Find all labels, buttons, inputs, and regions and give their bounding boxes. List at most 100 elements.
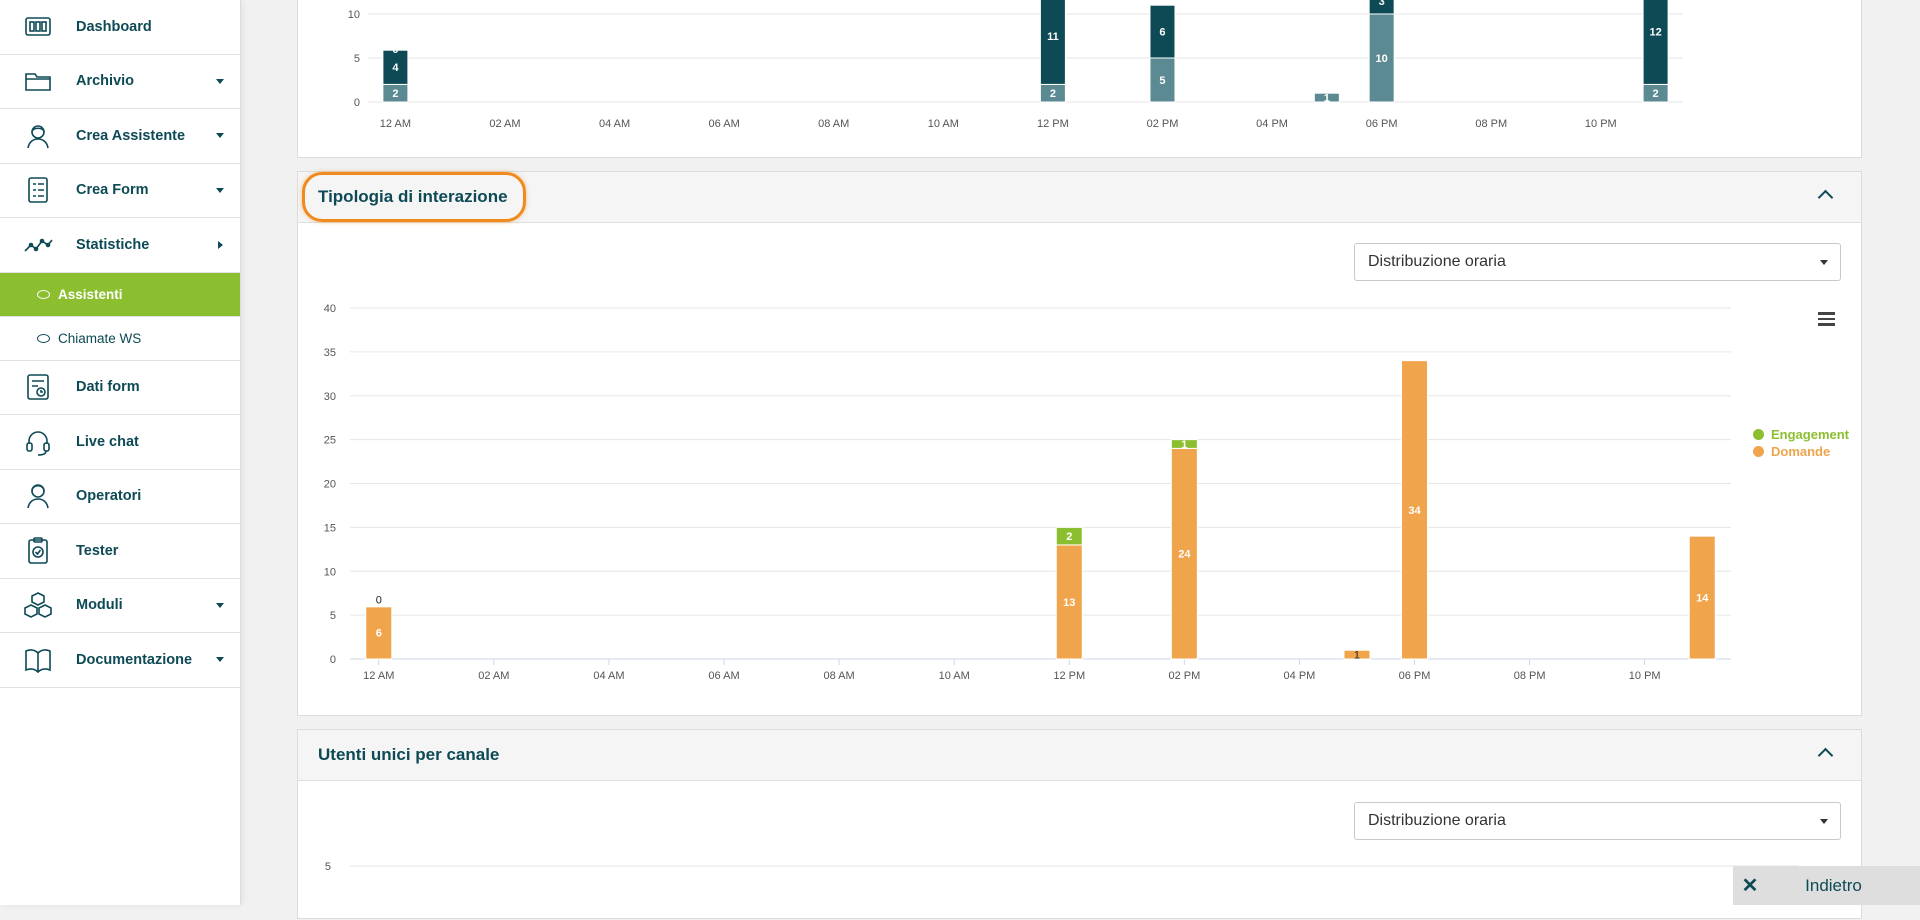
back-label: Indietro [1805,875,1862,895]
x-tick-label: 12 AM [363,670,394,682]
panel-top-chart: 0 5 10 12 AM 02 AM 04 AM 06 AM 08 AM 10 AM 12 PM 0… [297,0,1862,158]
caret-down-icon [216,602,224,608]
bar-value-label: 14 [1696,593,1709,605]
x-tick-label: 12 AM [380,118,411,130]
legend-item-domande[interactable]: Domande [1753,444,1830,459]
sidebar-item-dashboard[interactable]: Dashboard [0,0,240,55]
modules-icon [0,589,76,621]
x-tick-label: 08 PM [1475,118,1507,130]
sidebar-item-archivio[interactable]: Archivio [0,55,240,109]
chart-menu-icon[interactable] [1818,309,1835,329]
dashboard-icon [0,11,76,43]
bar-value-label: 3 [1379,0,1385,8]
bar-domande [1170,447,1198,660]
sidebar-item-moduli[interactable]: Moduli [0,579,240,633]
x-tick-label: 04 PM [1284,670,1316,682]
y-tick-label: 5 [354,53,360,65]
x-tick-label: 10 PM [1629,670,1661,682]
panel-header[interactable]: Utenti unici per canale [298,730,1861,781]
bar-domande [1401,360,1429,660]
legend-dot-icon [1753,446,1764,457]
bar-value-label: 12 [1649,27,1661,39]
sidebar-item-label: Operatori [76,488,142,505]
stats-icon [0,229,76,261]
legend-dot-icon [1753,429,1764,440]
sidebar-item-operatori[interactable]: Operatori [0,470,240,524]
headset-icon [0,426,76,458]
y-tick-label: 20 [324,479,336,491]
y-tick-label: 40 [324,303,336,315]
x-tick-label: 04 AM [593,670,624,682]
x-tick-label: 10 PM [1585,118,1617,130]
bar-segment [1039,0,1066,85]
x-tick-label: 12 PM [1037,118,1069,130]
tester-icon [0,535,76,567]
bar-value-label: 0 [392,44,398,56]
x-tick-label: 10 AM [939,670,970,682]
circle-icon [37,333,50,343]
bar-value-label: 5 [1159,75,1165,87]
panel-title: Tipologia di interazione [318,187,508,206]
sidebar-item-crea-form[interactable]: Crea Form [0,164,240,218]
sidebar: Dashboard Archivio Crea Assistente Crea … [0,0,241,905]
y-tick-label: 5 [330,610,336,622]
sidebar-item-crea-assistente[interactable]: Crea Assistente [0,109,240,164]
close-icon[interactable]: ✕ [1741,875,1759,897]
bar-segment [1368,0,1395,15]
sidebar-subitem-label: Assistenti [58,286,123,302]
highlight-outline [302,172,526,222]
bar-domande [1055,544,1083,660]
sidebar-subitem-chiamate-ws[interactable]: Chiamate WS [0,317,240,361]
form-data-icon [0,371,76,403]
chevron-down-icon [1820,260,1828,265]
bar-value-label: 6 [1159,27,1165,39]
bar-value-label: 34 [1408,505,1421,517]
sidebar-item-label: Dashboard [76,18,152,35]
bar-segment [1149,4,1176,59]
bar-engagement [365,605,393,608]
caret-down-icon [216,78,224,84]
bar-value-label: 4 [392,62,399,74]
distribution-select[interactable]: Distribuzione oraria [1354,802,1841,840]
sidebar-item-live-chat[interactable]: Live chat [0,415,240,470]
bar-value-label: 10 [1376,53,1388,65]
caret-down-icon [216,657,224,663]
x-tick-label: 12 PM [1053,670,1085,682]
bar-value-label: 11 [1047,31,1059,43]
legend-item-engagement[interactable]: Engagement [1753,427,1849,442]
sidebar-item-label: Tester [76,542,119,559]
panel-interaction-type: Tipologia di interazione Distribuzione o… [297,171,1862,716]
sidebar-item-dati-form[interactable]: Dati form [0,361,240,415]
bar-value-label: 6 [376,628,382,640]
collapse-icon[interactable] [1817,189,1834,206]
x-tick-label: 02 PM [1168,670,1200,682]
bar-value-label: 2 [1066,531,1072,543]
bar-segment [1313,92,1340,103]
bar-engagement [1170,439,1198,449]
sidebar-item-tester[interactable]: Tester [0,524,240,579]
panel-header[interactable]: Tipologia di interazione [298,172,1861,223]
bar-value-label: 0 [376,594,382,606]
bar-engagement [1055,526,1083,546]
y-tick-label: 30 [324,391,336,403]
x-tick-label: 02 PM [1147,118,1179,130]
x-tick-label: 08 AM [824,670,855,682]
book-icon [0,644,76,676]
sidebar-item-documentazione[interactable]: Documentazione [0,633,240,688]
bar-segment [1368,13,1395,103]
caret-right-icon [217,240,223,249]
unique-users-chart: 5 [325,861,1798,873]
legend-label: Domande [1771,444,1831,459]
bar-value-label: 1 [1354,650,1360,662]
sidebar-item-label: Moduli [76,597,123,614]
bar-value-label: 13 [1063,597,1075,609]
back-button[interactable]: ✕ Indietro [1733,866,1920,905]
distribution-select[interactable]: Distribuzione oraria [1354,243,1841,281]
select-value: Distribuzione oraria [1368,253,1506,270]
sidebar-subitem-assistenti[interactable]: Assistenti [0,272,240,317]
sidebar-item-statistiche[interactable]: Statistiche [0,218,240,273]
sidebar-item-label: Dati form [76,379,140,396]
bar-segment [1642,0,1669,85]
x-tick-label: 06 PM [1399,670,1431,682]
